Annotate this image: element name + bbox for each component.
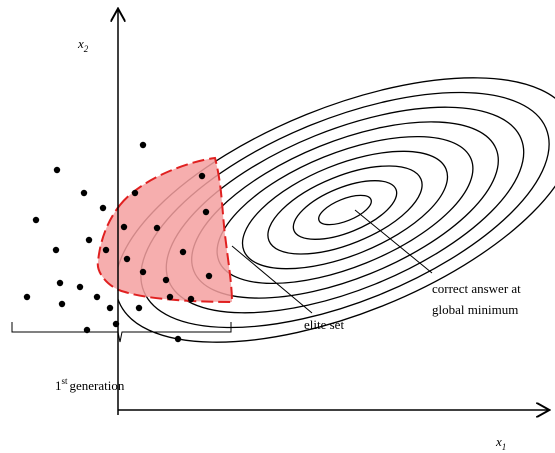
dot <box>80 189 88 197</box>
axis-label: x1 <box>495 434 506 452</box>
contour <box>292 180 398 240</box>
dot <box>123 255 131 263</box>
dot <box>102 246 110 254</box>
dot <box>162 276 170 284</box>
axis-symbol: x <box>495 434 502 449</box>
elite-region <box>96 156 234 304</box>
dot <box>23 293 31 301</box>
dot <box>135 304 143 312</box>
dot <box>174 335 182 343</box>
pointer-line <box>231 245 313 314</box>
dot <box>153 224 161 232</box>
annotation: global minimum <box>432 302 518 317</box>
annotation: correct answer at <box>432 281 521 296</box>
dot <box>52 246 60 254</box>
ordinal-suffix: st <box>62 376 69 386</box>
brace <box>11 322 232 343</box>
dot <box>106 304 114 312</box>
contour <box>267 165 423 255</box>
dot <box>198 172 206 180</box>
ordinal: 1 <box>55 378 62 393</box>
dot <box>76 283 84 291</box>
dot <box>205 272 213 280</box>
annotation: elite set <box>304 317 344 332</box>
dot <box>202 208 210 216</box>
annotation: 1st generation <box>55 376 125 393</box>
dot <box>131 189 139 197</box>
dot <box>166 293 174 301</box>
dot <box>58 300 66 308</box>
axis-label: x2 <box>77 36 89 54</box>
dot <box>187 295 195 303</box>
annotation-text: generation <box>70 378 125 393</box>
dot <box>139 268 147 276</box>
dot <box>120 223 128 231</box>
dot <box>56 279 64 287</box>
contour <box>241 150 449 270</box>
dot <box>139 141 147 149</box>
dot <box>99 204 107 212</box>
dot <box>53 166 61 174</box>
contour <box>318 194 372 226</box>
axis-subscript: 1 <box>502 442 507 452</box>
dot <box>32 216 40 224</box>
dot <box>179 248 187 256</box>
axis-subscript: 2 <box>84 44 89 54</box>
dot <box>93 293 101 301</box>
pointer-line <box>354 209 433 274</box>
contour <box>118 77 555 343</box>
axis-symbol: x <box>77 36 84 51</box>
dot <box>85 236 93 244</box>
